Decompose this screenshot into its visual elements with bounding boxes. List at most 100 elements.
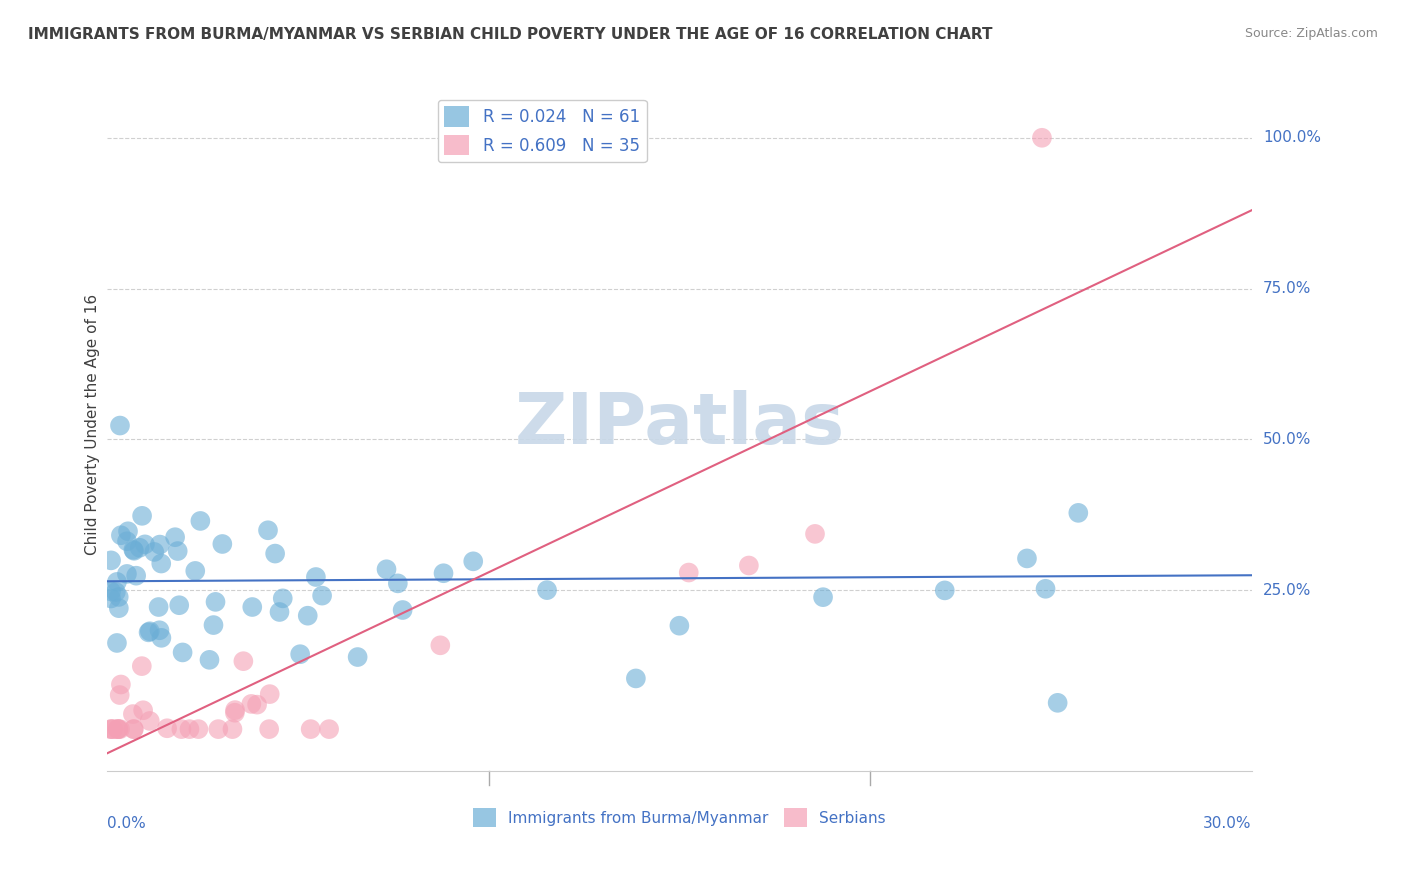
Point (811, 590, 834, 604)
Point (165, 530, 187, 544)
Point (288, 647, 311, 661)
Point (148, 624, 170, 638)
Point (107, 590, 129, 604)
Point (224, 703, 246, 717)
Point (115, 534, 138, 549)
Point (100, 722, 122, 736)
Point (240, 600, 263, 615)
Point (198, 653, 221, 667)
Point (115, 566, 138, 581)
Point (100, 584, 122, 599)
Point (432, 566, 454, 581)
Point (149, 538, 172, 552)
Point (1031, 130, 1053, 145)
Point (110, 528, 132, 542)
Point (117, 524, 139, 539)
Point (122, 542, 145, 557)
Point (678, 566, 700, 580)
Point (104, 585, 127, 599)
Point (221, 722, 243, 736)
Point (257, 722, 280, 736)
Point (738, 558, 761, 573)
Point (375, 562, 398, 576)
Point (211, 537, 233, 551)
Point (103, 722, 125, 736)
Point (804, 527, 827, 541)
Point (346, 650, 368, 665)
Point (108, 418, 131, 433)
Point (391, 603, 413, 617)
Text: IMMIGRANTS FROM BURMA/MYANMAR VS SERBIAN CHILD POVERTY UNDER THE AGE OF 16 CORRE: IMMIGRANTS FROM BURMA/MYANMAR VS SERBIAN… (28, 27, 993, 42)
Point (150, 631, 173, 645)
Point (122, 722, 145, 736)
Text: 75.0%: 75.0% (1263, 281, 1312, 296)
Point (100, 722, 122, 736)
Point (105, 636, 128, 650)
Point (204, 595, 226, 609)
Point (536, 583, 558, 598)
Point (107, 722, 129, 736)
Point (128, 541, 150, 555)
Point (305, 570, 328, 584)
Point (100, 591, 122, 606)
Point (107, 722, 129, 736)
Point (1067, 506, 1090, 520)
Point (387, 576, 409, 591)
Point (624, 672, 647, 686)
Point (125, 568, 148, 582)
Point (108, 722, 131, 736)
Point (207, 722, 229, 736)
Point (224, 706, 246, 720)
Point (108, 601, 131, 615)
Point (143, 545, 166, 559)
Text: 50.0%: 50.0% (1263, 432, 1312, 447)
Point (105, 574, 128, 589)
Point (232, 654, 254, 668)
Point (297, 608, 319, 623)
Point (429, 638, 451, 652)
Point (246, 698, 269, 712)
Text: Source: ZipAtlas.com: Source: ZipAtlas.com (1244, 27, 1378, 40)
Point (311, 589, 333, 603)
Point (269, 605, 291, 619)
Point (179, 722, 201, 736)
Point (202, 618, 225, 632)
Point (108, 688, 131, 702)
Point (271, 591, 294, 606)
Point (187, 722, 209, 736)
Point (148, 600, 170, 615)
Y-axis label: Child Poverty Under the Age of 16: Child Poverty Under the Age of 16 (86, 293, 100, 555)
Point (184, 564, 207, 578)
Point (1046, 696, 1069, 710)
Legend: Immigrants from Burma/Myanmar, Serbians: Immigrants from Burma/Myanmar, Serbians (467, 802, 891, 833)
Text: 25.0%: 25.0% (1263, 582, 1312, 598)
Point (264, 547, 287, 561)
Point (299, 722, 322, 736)
Point (1035, 582, 1057, 596)
Point (668, 618, 690, 632)
Point (190, 514, 212, 528)
Point (139, 714, 162, 728)
Point (107, 722, 129, 736)
Point (131, 659, 153, 673)
Text: 0.0%: 0.0% (107, 816, 146, 831)
Text: 100.0%: 100.0% (1263, 130, 1322, 145)
Point (122, 722, 145, 736)
Point (122, 707, 145, 722)
Point (167, 599, 190, 613)
Point (257, 523, 280, 537)
Point (134, 537, 156, 551)
Point (138, 625, 160, 640)
Point (156, 721, 179, 735)
Point (122, 543, 145, 558)
Point (240, 697, 263, 711)
Point (139, 624, 162, 639)
Point (934, 583, 956, 598)
Point (100, 553, 122, 567)
Point (131, 508, 153, 523)
Point (259, 687, 281, 701)
Point (318, 722, 340, 736)
Point (132, 703, 155, 717)
Point (110, 677, 132, 691)
Point (172, 645, 194, 659)
